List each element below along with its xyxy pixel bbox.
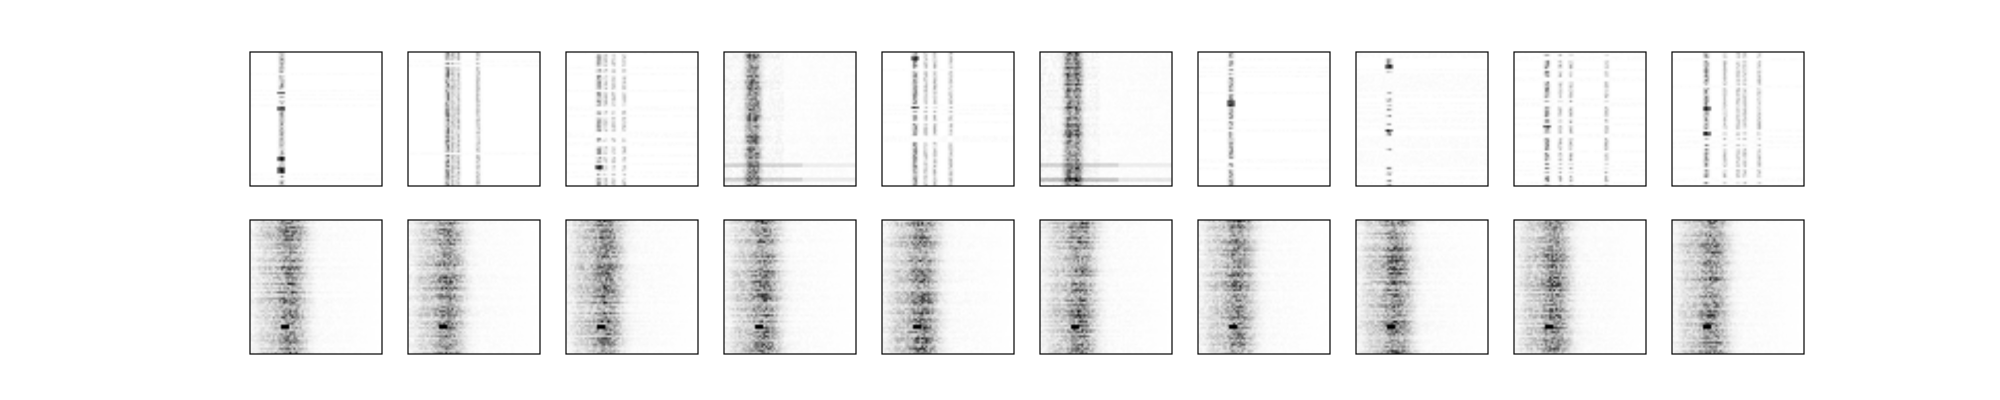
panel-frame-r1-c8: [1355, 51, 1489, 187]
panel-frame-r1-c3: [565, 51, 699, 187]
panel-frame-r2-c7: [1197, 219, 1331, 355]
heatmap-image-r1-c10: [1672, 52, 1804, 186]
panel-frame-r2-c10: [1671, 219, 1805, 355]
heatmap-image-r2-c7: [1198, 220, 1330, 354]
heatmap-image-r2-c5: [882, 220, 1014, 354]
panel-frame-r1-c9: [1513, 51, 1647, 187]
heatmap-image-r2-c3: [566, 220, 698, 354]
panel-frame-r2-c4: [723, 219, 857, 355]
heatmap-image-r1-c4: [724, 52, 856, 186]
heatmap-image-r2-c4: [724, 220, 856, 354]
heatmap-image-r2-c1: [250, 220, 382, 354]
panel-frame-r2-c5: [881, 219, 1015, 355]
panels-group: [249, 51, 1805, 355]
panel-frame-r2-c2: [407, 219, 541, 355]
panel-frame-r1-c2: [407, 51, 541, 187]
heatmap-image-r2-c10: [1672, 220, 1804, 354]
panel-row-top: [249, 51, 1805, 187]
heatmap-image-r2-c2: [408, 220, 540, 354]
heatmap-image-r1-c6: [1040, 52, 1172, 186]
panel-frame-r2-c8: [1355, 219, 1489, 355]
panel-frame-r1-c7: [1197, 51, 1331, 187]
heatmap-image-r1-c9: [1514, 52, 1646, 186]
panel-frame-r1-c6: [1039, 51, 1173, 187]
panel-row-bottom: [249, 219, 1805, 355]
heatmap-image-r1-c8: [1356, 52, 1488, 186]
heatmap-image-r1-c2: [408, 52, 540, 186]
panel-frame-r1-c10: [1671, 51, 1805, 187]
panel-frame-r1-c5: [881, 51, 1015, 187]
panel-frame-r2-c3: [565, 219, 699, 355]
panel-frame-r2-c9: [1513, 219, 1647, 355]
heatmap-image-r1-c1: [250, 52, 382, 186]
panel-frame-r1-c4: [723, 51, 857, 187]
heatmap-image-r2-c8: [1356, 220, 1488, 354]
panel-frame-r1-c1: [249, 51, 383, 187]
panel-frame-r2-c1: [249, 219, 383, 355]
panel-frame-r2-c6: [1039, 219, 1173, 355]
heatmap-image-r1-c3: [566, 52, 698, 186]
heatmap-image-r2-c6: [1040, 220, 1172, 354]
heatmap-image-r1-c7: [1198, 52, 1330, 186]
heatmap-image-r2-c9: [1514, 220, 1646, 354]
heatmap-image-r1-c5: [882, 52, 1014, 186]
